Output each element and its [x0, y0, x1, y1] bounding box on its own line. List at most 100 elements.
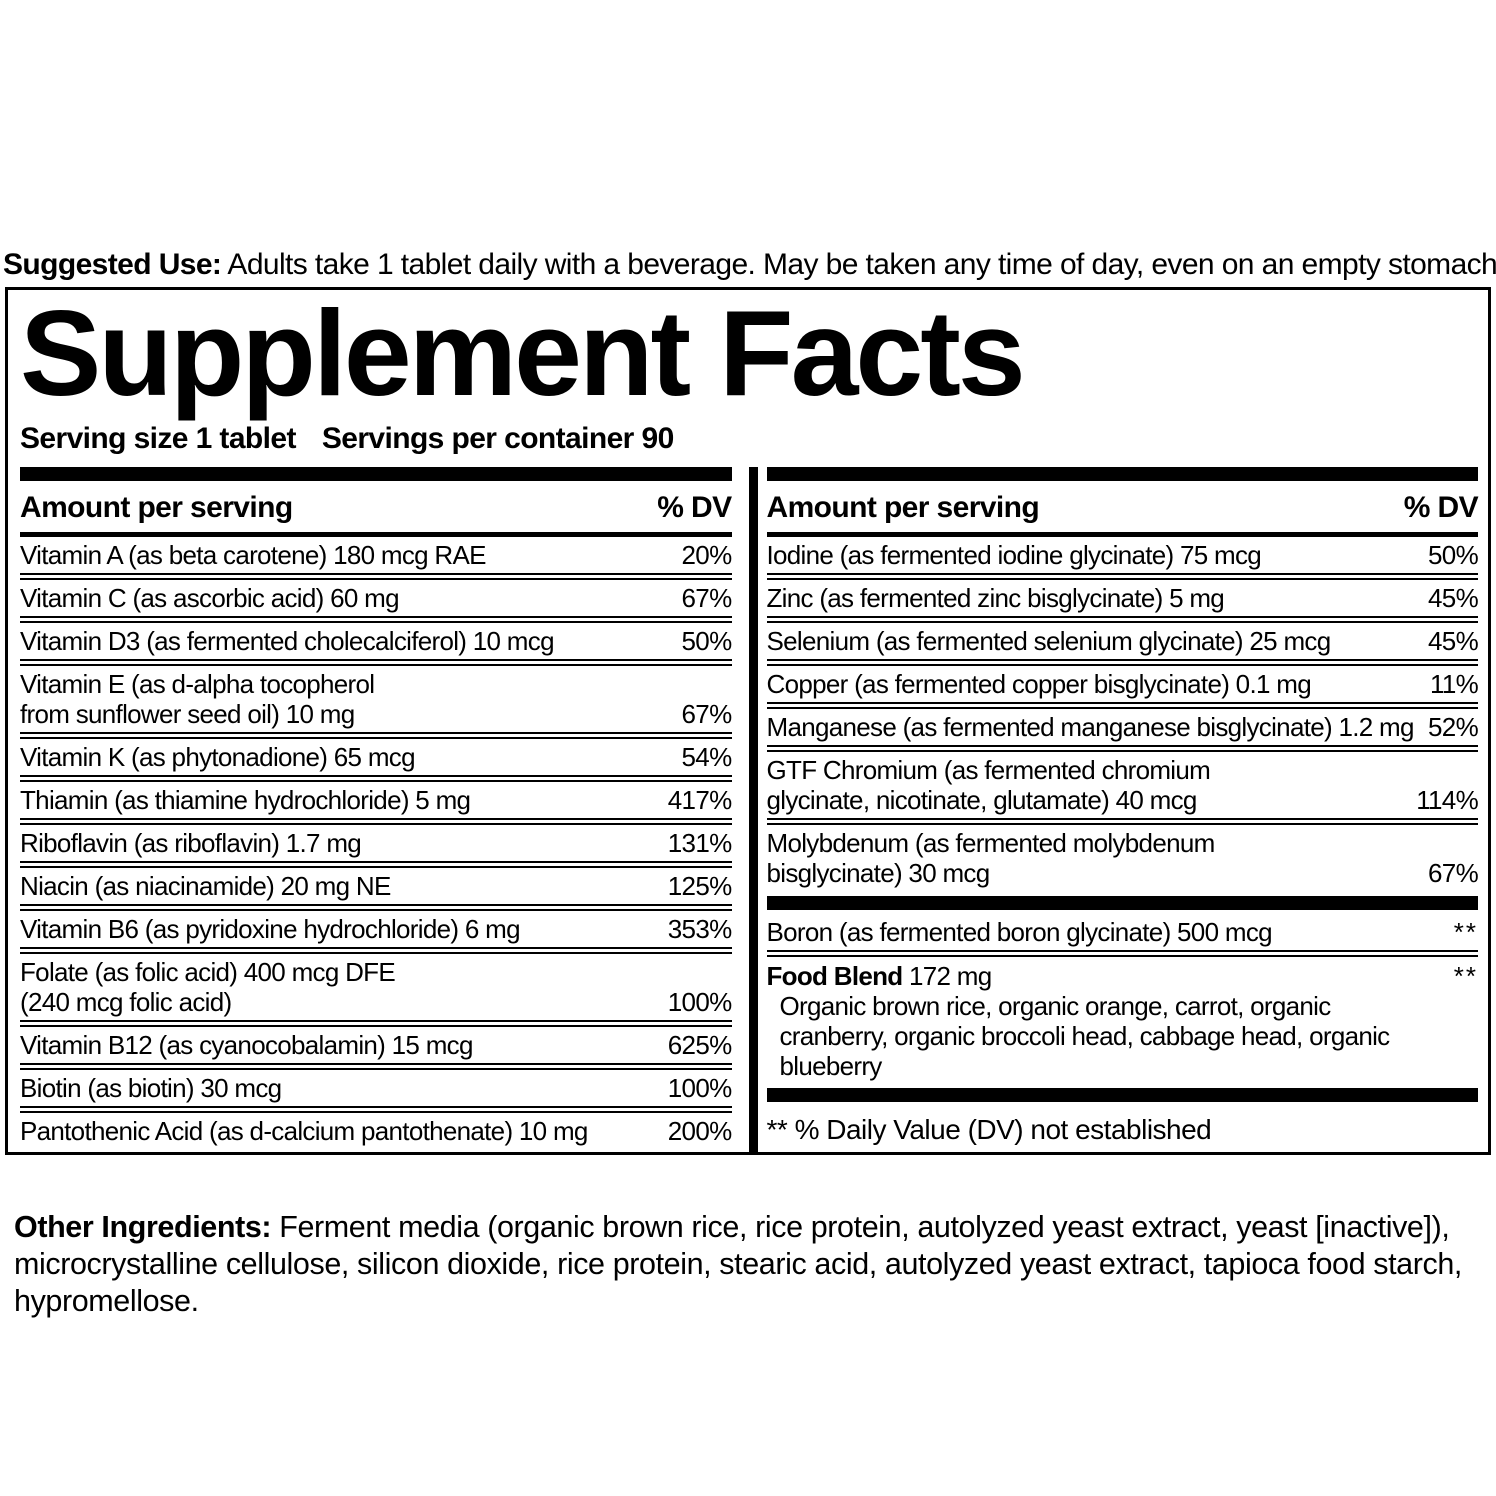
nutrient-name: GTF Chromium (as fermented chromium glyci… [767, 755, 1211, 815]
dv-value: 50% [1428, 540, 1479, 570]
nutrient-name: Vitamin B6 (as pyridoxine hydrochloride)… [20, 914, 521, 944]
table-row: Food Blend 172 mg ** Organic brown rice, o… [767, 957, 1479, 1083]
table-row: Vitamin E (as d-alpha tocopherol from sun… [20, 666, 732, 732]
nutrient-name-line: Vitamin B6 (as pyridoxine hydrochloride)… [20, 914, 521, 944]
right-column-header: Amount per serving % DV [767, 481, 1479, 532]
nutrient-name: Boron (as fermented boron glycinate) 500… [766, 917, 1273, 947]
nutrient-name: Folate (as folic acid) 400 mcg DFE (240 m… [20, 957, 396, 1017]
table-row: Vitamin C (as ascorbic acid) 60 mg 67% [20, 580, 732, 616]
dv-value: 200% [667, 1116, 732, 1146]
table-row: Niacin (as niacinamide) 20 mg NE 125% [20, 868, 732, 904]
row-separator [766, 950, 1478, 957]
blend-description-line: blueberry [779, 1051, 883, 1081]
dv-value: 20% [681, 540, 733, 570]
blend-description: Organic brown rice, organic orange, carr… [767, 991, 1479, 1081]
amount-per-serving-header: Amount per serving [20, 491, 293, 524]
column-divider [748, 467, 758, 1152]
serving-size: Serving size 1 tablet [20, 422, 296, 455]
nutrient-name-line: Biotin (as biotin) 30 mcg [20, 1073, 282, 1103]
nutrient-name-line: Vitamin D3 (as fermented cholecalciferol… [20, 626, 555, 656]
nutrient-name-line: Selenium (as fermented selenium glycinat… [766, 626, 1332, 656]
dv-value: 67% [1428, 858, 1479, 888]
row-separator [766, 659, 1478, 666]
nutrient-name-line: bisglycinate) 30 mcg [766, 858, 991, 888]
nutrient-name: Selenium (as fermented selenium glycinat… [766, 626, 1332, 656]
row-separator [20, 1020, 732, 1027]
dv-value: 45% [1428, 583, 1479, 613]
nutrient-name-line: Zinc (as fermented zinc bisglycinate) 5 … [766, 583, 1225, 613]
nutrient-name-line: (240 mcg folic acid) [20, 987, 232, 1017]
table-row: Manganese (as fermented manganese bisgly… [767, 709, 1479, 745]
left-rows: Vitamin A (as beta carotene) 180 mcg RAE… [20, 537, 732, 1149]
percent-dv-header: % DV [657, 491, 732, 524]
row-separator [20, 904, 732, 911]
right-column: Amount per serving % DV Iodine (as fermen… [766, 467, 1479, 1152]
nutrient-name: Niacin (as niacinamide) 20 mg NE [20, 871, 391, 901]
nutrient-name: Zinc (as fermented zinc bisglycinate) 5 … [767, 583, 1225, 613]
left-column-top-bar [20, 467, 732, 481]
suggested-use-text: Adults take 1 tablet daily with a bevera… [221, 248, 1496, 281]
nutrient-name: Riboflavin (as riboflavin) 1.7 mg [20, 828, 362, 858]
blend-amount: 172 mg [902, 961, 992, 991]
nutrient-name-line: glycinate, nicotinate, glutamate) 40 mcg [766, 785, 1198, 815]
dv-value: 125% [667, 871, 732, 901]
table-row: Vitamin B6 (as pyridoxine hydrochloride)… [20, 911, 732, 947]
left-header-separator [20, 532, 732, 537]
left-column-header: Amount per serving % DV [20, 481, 732, 532]
section-divider-bar [766, 896, 1478, 910]
dv-value: ** [1453, 961, 1478, 991]
table-row: Molybdenum (as fermented molybdenum bisgl… [767, 825, 1479, 891]
row-separator [20, 573, 732, 580]
other-ingredients: Other Ingredients: Ferment media (organi… [14, 1209, 1492, 1320]
table-row: Zinc (as fermented zinc bisglycinate) 5 … [767, 580, 1479, 616]
dv-value: 11% [1429, 669, 1479, 699]
nutrient-name-line: Riboflavin (as riboflavin) 1.7 mg [20, 828, 362, 858]
row-separator [20, 616, 732, 623]
nutrient-name: Vitamin A (as beta carotene) 180 mcg RAE [20, 540, 486, 570]
table-row: Thiamin (as thiamine hydrochloride) 5 mg… [20, 782, 732, 818]
nutrient-name: Molybdenum (as fermented molybdenum bisgl… [766, 828, 1216, 888]
table-row: Vitamin A (as beta carotene) 180 mcg RAE… [20, 537, 732, 573]
dv-value: 100% [667, 1073, 732, 1103]
table-row: Folate (as folic acid) 400 mcg DFE (240 m… [20, 954, 732, 1020]
percent-dv-header: % DV [1403, 491, 1479, 524]
nutrient-name: Vitamin D3 (as fermented cholecalciferol… [20, 626, 555, 656]
nutrient-name: Pantothenic Acid (as d-calcium pantothen… [20, 1116, 588, 1146]
row-separator [20, 861, 732, 868]
supplement-facts-panel: Supplement Facts Serving size 1 tablet Se… [5, 287, 1491, 1155]
row-separator [766, 745, 1478, 752]
nutrient-name-line: Vitamin C (as ascorbic acid) 60 mg [20, 583, 400, 613]
row-separator [766, 573, 1478, 580]
blend-description-line: Organic brown rice, organic orange, carr… [779, 991, 1332, 1021]
row-separator [20, 732, 732, 739]
table-row: Vitamin D3 (as fermented cholecalciferol… [20, 623, 732, 659]
dv-value: 100% [667, 987, 732, 1017]
row-separator [20, 818, 732, 825]
nutrient-name-line: Vitamin E (as d-alpha tocopherol [20, 669, 375, 699]
table-row: Biotin (as biotin) 30 mcg 100% [20, 1070, 732, 1106]
section-divider-bar [766, 1088, 1478, 1102]
suggested-use-label: Suggested Use: [3, 248, 222, 281]
nutrient-name: Copper (as fermented copper bisglycinate… [767, 669, 1312, 699]
nutrient-name: Iodine (as fermented iodine glycinate) 7… [767, 540, 1262, 570]
facts-columns: Amount per serving % DV Vitamin A (as bet… [20, 467, 1479, 1152]
dv-value: ** [1453, 917, 1478, 947]
table-row: Iodine (as fermented iodine glycinate) 7… [767, 537, 1479, 573]
dv-value: 52% [1428, 712, 1479, 742]
row-separator [20, 1063, 732, 1070]
nutrient-name-line: Boron (as fermented boron glycinate) 500… [766, 917, 1273, 947]
dv-value: 417% [667, 785, 732, 815]
servings-per-container: Servings per container 90 [321, 422, 674, 455]
table-row: Boron (as fermented boron glycinate) 500… [767, 914, 1479, 950]
nutrient-name-line: Folate (as folic acid) 400 mcg DFE [20, 957, 396, 987]
table-row: Riboflavin (as riboflavin) 1.7 mg 131% [20, 825, 732, 861]
row-separator [20, 659, 732, 666]
nutrient-name-line: Pantothenic Acid (as d-calcium pantothen… [20, 1116, 588, 1146]
suggested-use: Suggested Use: Adults take 1 tablet dail… [3, 248, 1496, 282]
panel-title: Supplement Facts [20, 285, 1026, 421]
dv-value: 625% [667, 1030, 732, 1060]
row-separator [20, 775, 732, 782]
right-rows: Iodine (as fermented iodine glycinate) 7… [766, 537, 1479, 1152]
nutrient-name-line: from sunflower seed oil) 10 mg [20, 699, 355, 729]
table-row: Selenium (as fermented selenium glycinat… [767, 623, 1479, 659]
